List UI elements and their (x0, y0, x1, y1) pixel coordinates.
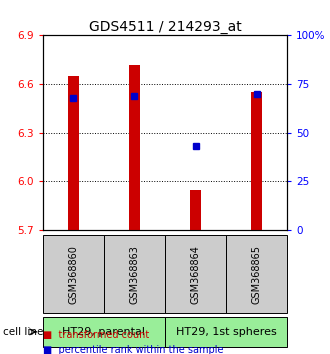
Title: GDS4511 / 214293_at: GDS4511 / 214293_at (89, 21, 241, 34)
Text: GSM368865: GSM368865 (251, 245, 262, 304)
Text: cell line: cell line (3, 327, 44, 337)
Bar (190, 189, 201, 230)
Text: GSM368863: GSM368863 (129, 245, 140, 304)
Bar (251, 92, 262, 230)
Bar (129, 65, 140, 230)
Bar (68, 76, 79, 230)
Text: ■  percentile rank within the sample: ■ percentile rank within the sample (43, 346, 223, 354)
Text: GSM368860: GSM368860 (68, 245, 79, 304)
Text: HT29, 1st spheres: HT29, 1st spheres (176, 327, 277, 337)
Text: HT29, parental: HT29, parental (62, 327, 146, 337)
Text: GSM368864: GSM368864 (190, 245, 201, 304)
Text: ■  transformed count: ■ transformed count (43, 330, 149, 339)
